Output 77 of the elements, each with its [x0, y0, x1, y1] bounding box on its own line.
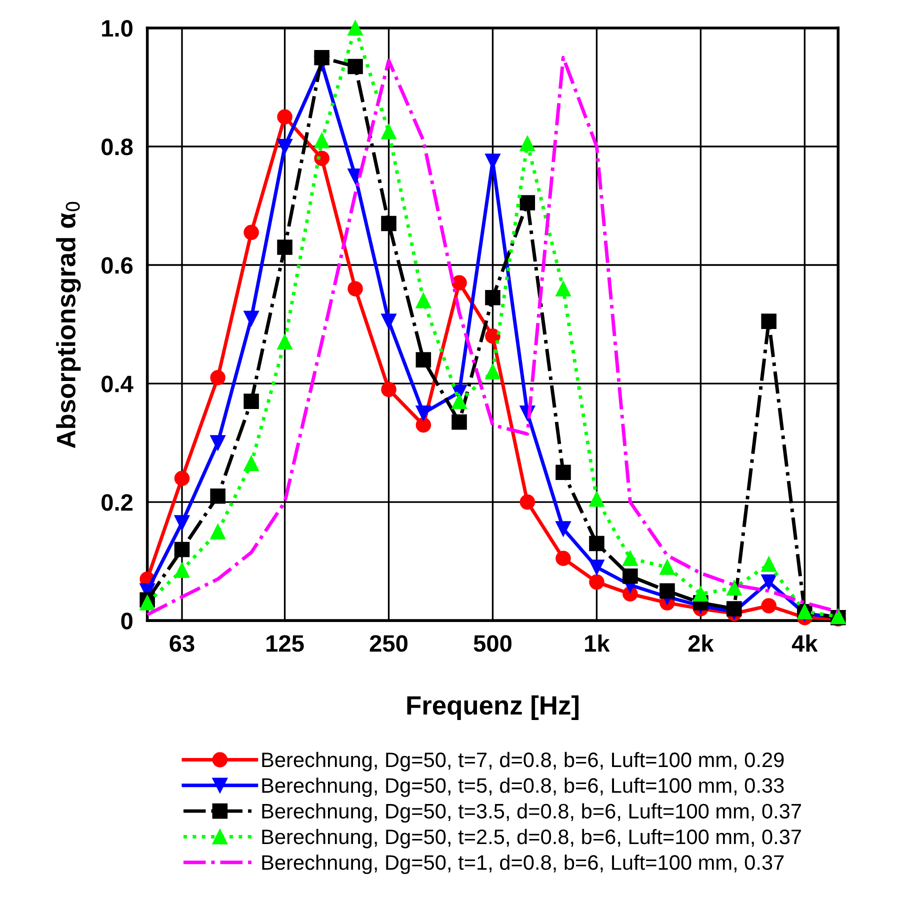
point: [277, 138, 292, 154]
x-tick-label: 4k: [792, 634, 818, 652]
point: [556, 464, 571, 480]
point: [244, 224, 259, 240]
point: [589, 491, 604, 507]
point: [520, 494, 536, 510]
x-tick-label: 125: [266, 635, 304, 652]
point: [726, 601, 742, 616]
y-tick-label: 1.0: [102, 20, 132, 37]
x-axis-title: Frequenz [Hz]: [407, 695, 578, 720]
legend-label: Berechnung, Dg=50, t=2.5, d=0.8, b=6, Luft=100 mm, 0.37: [262, 828, 801, 848]
point: [244, 456, 259, 472]
point: [485, 328, 500, 344]
point: [589, 560, 604, 575]
point: [140, 595, 155, 610]
point: [589, 536, 604, 552]
point: [416, 292, 432, 308]
point: [381, 216, 396, 232]
point: [314, 150, 330, 166]
point: [622, 550, 638, 566]
y-tick-label: 0.4: [102, 376, 134, 392]
point: [381, 124, 396, 140]
point: [416, 406, 432, 421]
legend-label: Berechnung, Dg=50, t=1, d=0.8, b=6, Luft=100 mm, 0.37: [262, 854, 784, 874]
point: [485, 290, 500, 306]
point: [693, 586, 708, 602]
point: [314, 132, 330, 148]
point: [348, 58, 363, 74]
point: [761, 574, 776, 590]
point: [314, 50, 330, 66]
point: [210, 488, 226, 504]
point: [589, 574, 604, 590]
point: [277, 334, 292, 350]
x-tick-label: 63: [170, 635, 194, 652]
point: [210, 435, 226, 450]
x-tick-label: 1k: [585, 634, 610, 652]
point: [556, 550, 571, 566]
point: [726, 580, 742, 596]
point: [277, 240, 292, 255]
point: [174, 470, 190, 486]
point: [381, 382, 396, 398]
y-tick-label: 0.2: [102, 494, 132, 511]
x-tick-label: 500: [474, 635, 512, 652]
point: [556, 521, 571, 536]
legend-label: Berechnung, Dg=50, t=7, d=0.8, b=6, Luft=100 mm, 0.29: [262, 752, 784, 772]
y-tick-label: 0: [121, 612, 132, 630]
point: [520, 195, 536, 210]
point: [761, 314, 776, 329]
y-tick-label: 0.6: [102, 257, 133, 274]
y-tick-label: 0.8: [102, 138, 133, 156]
point: [520, 136, 536, 152]
point: [485, 364, 500, 380]
legend-label: Berechnung, Dg=50, t=5, d=0.8, b=6, Luft=100 mm, 0.33: [262, 778, 784, 798]
point: [452, 394, 467, 409]
point: [244, 310, 259, 326]
point: [348, 281, 363, 296]
point: [556, 281, 571, 296]
point: [210, 524, 226, 540]
point: [174, 515, 190, 530]
point: [761, 556, 776, 572]
point: [761, 598, 776, 614]
point: [174, 542, 190, 558]
point: [416, 417, 432, 433]
legend-label: Berechnung, Dg=50, t=3.5, d=0.8, b=6, Luft=100 mm, 0.37: [262, 803, 801, 823]
point: [244, 394, 259, 409]
point: [210, 370, 226, 386]
point: [622, 568, 638, 584]
x-tick-label: 2k: [688, 634, 714, 652]
point: [277, 109, 292, 124]
x-tick-label: 250: [370, 635, 408, 652]
point: [452, 275, 467, 290]
point: [416, 352, 432, 368]
point: [452, 414, 467, 430]
point: [381, 314, 396, 329]
point: [174, 562, 190, 578]
point: [348, 20, 363, 36]
y-axis-title: Absorptionsgrad α$_{0}$: [56, 202, 81, 448]
